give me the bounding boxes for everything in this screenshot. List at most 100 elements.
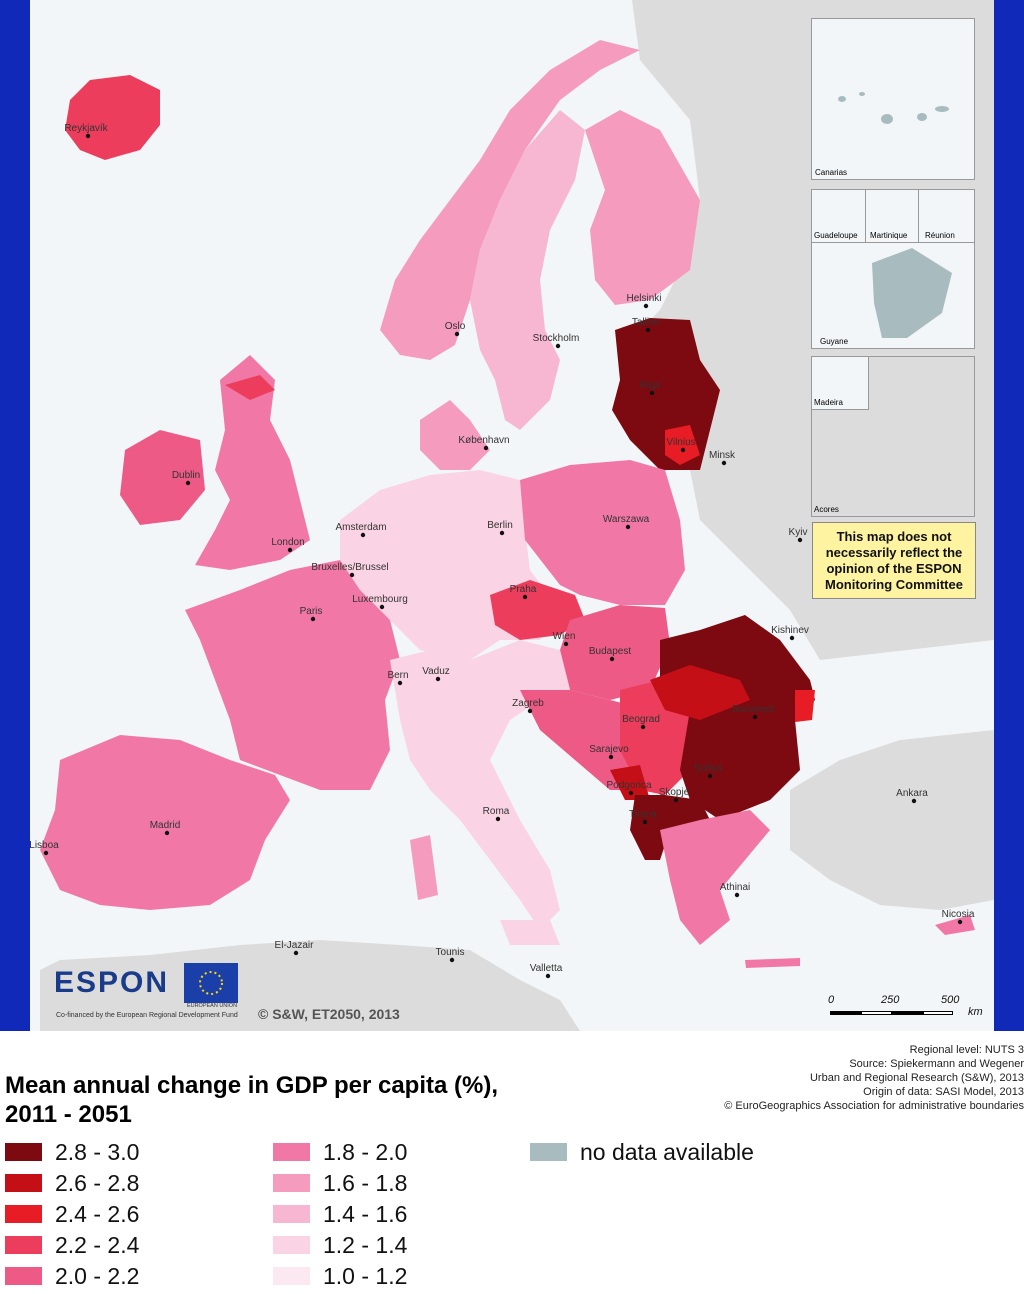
scale-label-0: 0 xyxy=(828,994,835,1006)
legend-swatch xyxy=(5,1236,42,1254)
city-label: Bruxelles/Brussel xyxy=(311,562,388,573)
city-marker xyxy=(797,537,803,543)
source-line: Source: Spiekermann and Wegener xyxy=(849,1058,1024,1070)
espon-logo: ESPON xyxy=(54,966,169,1000)
legend-item: 1.4 - 1.6 xyxy=(273,1201,407,1227)
inset-label-martinique: Martinique xyxy=(870,231,908,240)
legend-swatch xyxy=(273,1143,310,1161)
legend-item: 2.2 - 2.4 xyxy=(5,1232,139,1258)
city-marker xyxy=(645,327,651,333)
legend-swatch xyxy=(5,1267,42,1285)
city-label: București xyxy=(732,704,774,715)
city-label: Roma xyxy=(483,806,510,817)
uk-region xyxy=(195,355,310,570)
canarias-islands xyxy=(838,92,949,124)
eu-caption: EUROPEAN UNION xyxy=(186,1003,238,1009)
legend-title-line-2: 2011 - 2051 xyxy=(5,1101,132,1128)
city-marker xyxy=(609,656,615,662)
scale-segment xyxy=(830,1011,861,1015)
city-markers: Reykjavík Oslo Helsinki Tallinn Stockholm Rig… xyxy=(29,123,975,979)
montenegro-region xyxy=(610,765,650,800)
inset-martinique: Martinique xyxy=(865,189,919,243)
legend-item: 1.2 - 1.4 xyxy=(273,1232,407,1258)
city-label: Bern xyxy=(387,670,408,681)
norway-region xyxy=(380,40,640,360)
eu-stars-icon xyxy=(199,971,223,995)
czech-region xyxy=(490,580,585,640)
corsica-sardinia-region xyxy=(410,835,438,900)
cyprus-region xyxy=(935,915,975,935)
espon-logo-text: ESPON xyxy=(54,966,170,999)
city-marker xyxy=(642,819,648,825)
inset-acores: Acores xyxy=(811,356,975,517)
city-marker xyxy=(499,530,505,536)
city-marker xyxy=(643,303,649,309)
source-line: Origin of data: SASI Model, 2013 xyxy=(863,1086,1024,1098)
city-label: Dublin xyxy=(172,470,200,481)
city-label: Kyiv xyxy=(789,527,808,538)
city-label: El-Jazair xyxy=(275,940,315,951)
city-marker xyxy=(454,331,460,337)
scale-label-500: 500 xyxy=(941,994,960,1006)
city-marker xyxy=(397,680,403,686)
vilnius-region xyxy=(665,425,700,465)
disclaimer-box: This map does not necessarily reflect th… xyxy=(812,522,976,599)
city-marker xyxy=(640,724,646,730)
city-marker xyxy=(721,460,727,466)
city-label: London xyxy=(271,537,304,548)
city-label: Skopje xyxy=(659,787,690,798)
legend-item: 2.6 - 2.8 xyxy=(5,1170,139,1196)
city-label: Reykjavík xyxy=(64,123,108,134)
city-label: Zagreb xyxy=(512,698,544,709)
sicily-region xyxy=(500,920,560,945)
scale-bar: 0 250 500 km xyxy=(828,994,988,1024)
legend-swatch xyxy=(273,1205,310,1223)
inset-label-guadeloupe: Guadeloupe xyxy=(814,231,858,240)
legend-label: 1.6 - 1.8 xyxy=(323,1169,408,1196)
city-label: Vaduz xyxy=(422,666,450,677)
inset-reunion: Réunion xyxy=(918,189,975,243)
city-label: Amsterdam xyxy=(335,522,386,533)
city-label: Wien xyxy=(553,631,576,642)
legend-label: 1.4 - 1.6 xyxy=(323,1200,408,1227)
city-marker xyxy=(734,892,740,898)
legend-swatch xyxy=(273,1174,310,1192)
city-marker xyxy=(752,714,758,720)
map-panel: Reykjavík Oslo Helsinki Tallinn Stockholm Rig… xyxy=(0,0,1024,1031)
city-marker xyxy=(379,604,385,610)
city-marker xyxy=(649,390,655,396)
city-label: Helsinki xyxy=(626,293,661,304)
city-marker xyxy=(625,524,631,530)
guyane-shape xyxy=(872,248,952,338)
legend-swatch xyxy=(273,1267,310,1285)
north-africa-land xyxy=(40,940,580,1031)
city-marker xyxy=(495,816,501,822)
legend-swatch xyxy=(5,1205,42,1223)
legend-item: 2.4 - 2.6 xyxy=(5,1201,139,1227)
scale-segment xyxy=(892,1011,923,1015)
city-label: Tallinn xyxy=(632,317,660,328)
legend-item: 1.8 - 2.0 xyxy=(273,1139,407,1165)
source-notes: Regional level: NUTS 3 Source: Spiekerma… xyxy=(724,1043,1024,1113)
legend-item: 2.0 - 2.2 xyxy=(5,1263,139,1289)
hungary-region xyxy=(560,605,670,700)
city-marker xyxy=(527,708,533,714)
legend-title: Mean annual change in GDP per capita (%)… xyxy=(5,1071,498,1129)
city-label: Athinai xyxy=(720,882,751,893)
city-label: Paris xyxy=(300,606,323,617)
city-label: Luxembourg xyxy=(352,594,408,605)
city-label: Warszawa xyxy=(603,514,650,525)
finland-region xyxy=(585,110,700,305)
inset-guyane: Guyane xyxy=(811,242,975,349)
poland-region xyxy=(520,460,685,605)
legend-label: no data available xyxy=(580,1138,754,1165)
left-border-bar xyxy=(0,0,30,1031)
legend-label: 1.8 - 2.0 xyxy=(323,1138,408,1165)
city-marker xyxy=(522,594,528,600)
city-marker xyxy=(789,635,795,641)
source-line: Regional level: NUTS 3 xyxy=(909,1044,1024,1056)
city-label: Nicosia xyxy=(942,909,975,920)
scale-unit: km xyxy=(968,1006,983,1018)
legend-swatch xyxy=(273,1236,310,1254)
ireland-region xyxy=(120,430,205,525)
